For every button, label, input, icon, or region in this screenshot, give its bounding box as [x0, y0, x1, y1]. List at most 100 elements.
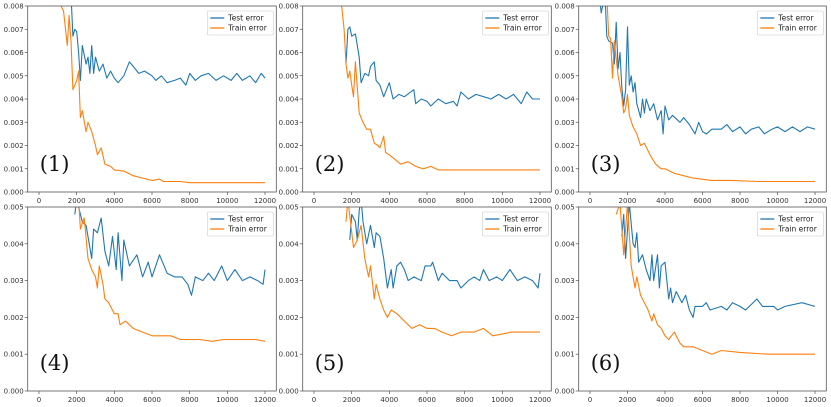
- y-tick-label: 0.004: [4, 96, 25, 104]
- y-tick-label: 0.007: [279, 26, 299, 34]
- x-tick-label: 0: [312, 197, 316, 205]
- train-error-line: [345, 207, 540, 337]
- x-tick-label: 0: [37, 396, 41, 404]
- x-tick-label: 8000: [181, 197, 199, 205]
- train-error-line: [78, 207, 266, 342]
- x-tick-label: 6000: [694, 396, 712, 404]
- y-tick-label: 0.000: [555, 189, 575, 197]
- y-tick-label: 0.007: [4, 26, 24, 34]
- test-error-line: [599, 6, 816, 135]
- y-tick-label: 0.004: [555, 96, 576, 104]
- y-tick-label: 0.006: [555, 49, 576, 57]
- x-tick-label: 8000: [456, 396, 474, 404]
- y-tick-label: 0.002: [4, 314, 24, 322]
- train-error-line: [60, 6, 265, 184]
- x-tick-label: 4000: [380, 197, 398, 205]
- x-tick-label: 6000: [418, 197, 436, 205]
- legend-label: Train error: [227, 225, 267, 234]
- y-tick-label: 0.001: [4, 351, 24, 359]
- x-tick-label: 4000: [105, 396, 123, 404]
- y-tick-label: 0.005: [279, 72, 299, 80]
- x-tick-label: 6000: [143, 197, 161, 205]
- y-tick-label: 0.003: [4, 277, 24, 285]
- y-tick-label: 0.001: [4, 165, 24, 173]
- subplot-4: 0.000 0.001 0.002 0.003 0.004 0.005 0 2000 4000 6…: [4, 204, 277, 404]
- legend-label: Train error: [227, 24, 267, 33]
- y-tick-label: 0.004: [279, 96, 300, 104]
- legend-label: Test error: [777, 14, 814, 23]
- x-tick-label: 6000: [694, 197, 712, 205]
- x-tick-label: 12000: [804, 197, 826, 205]
- legend-box: [756, 10, 824, 36]
- legend-label: Test error: [502, 215, 539, 224]
- y-tick-label: 0.006: [4, 49, 25, 57]
- x-tick-label: 4000: [656, 197, 674, 205]
- x-tick-label: 4000: [105, 197, 123, 205]
- panel-label: (6): [591, 351, 621, 375]
- panel-label: (5): [315, 351, 345, 375]
- x-tick-label: 4000: [380, 396, 398, 404]
- y-tick-label: 0.002: [279, 142, 299, 150]
- legend-label: Test error: [502, 14, 539, 23]
- x-tick-label: 6000: [143, 396, 161, 404]
- subplot-1: 0.000 0.001 0.002 0.003 0.004 0.005 0.006 0.007…: [4, 3, 277, 205]
- y-tick-label: 0.003: [279, 119, 299, 127]
- y-tick-label: 0.005: [279, 204, 299, 212]
- y-tick-label: 0.001: [279, 351, 299, 359]
- y-tick-label: 0.002: [279, 314, 299, 322]
- x-tick-label: 10000: [491, 197, 513, 205]
- test-error-line: [349, 207, 541, 289]
- legend-box: [207, 211, 274, 237]
- x-tick-label: 12000: [254, 197, 276, 205]
- x-tick-label: 0: [588, 197, 592, 205]
- test-error-line: [621, 207, 816, 318]
- legend-label: Test error: [227, 14, 264, 23]
- x-tick-label: 10000: [491, 396, 513, 404]
- subplot-5: 0.000 0.001 0.002 0.003 0.004 0.005 0 2000 4000 6…: [279, 204, 552, 404]
- x-tick-label: 2000: [343, 396, 361, 404]
- legend-label: Train error: [502, 24, 542, 33]
- x-tick-label: 10000: [216, 197, 238, 205]
- y-tick-label: 0.007: [555, 26, 575, 34]
- y-tick-label: 0.000: [4, 388, 24, 396]
- y-tick-label: 0.002: [555, 142, 575, 150]
- panel-label: (4): [40, 351, 70, 375]
- x-tick-label: 10000: [766, 197, 788, 205]
- x-tick-label: 12000: [804, 396, 826, 404]
- y-tick-label: 0.003: [4, 119, 24, 127]
- legend-box: [481, 211, 549, 237]
- train-error-line: [606, 6, 815, 183]
- y-tick-label: 0.002: [555, 314, 575, 322]
- x-tick-label: 6000: [418, 396, 436, 404]
- y-tick-label: 0.003: [555, 119, 575, 127]
- x-tick-label: 12000: [529, 396, 551, 404]
- y-tick-label: 0.001: [555, 351, 575, 359]
- test-error-line: [74, 207, 266, 296]
- subplot-2: 0.000 0.001 0.002 0.003 0.004 0.005 0.006 0.007…: [279, 3, 552, 205]
- panel-label: (3): [591, 152, 621, 176]
- x-tick-label: 10000: [766, 396, 788, 404]
- subplot-6: 0.000 0.001 0.002 0.003 0.004 0.005 0 2000 4000 6…: [555, 204, 827, 404]
- legend-label: Test error: [227, 215, 264, 224]
- panel-label: (2): [315, 152, 345, 176]
- panel-label: (1): [40, 152, 70, 176]
- x-tick-label: 2000: [619, 197, 637, 205]
- y-tick-label: 0.005: [4, 204, 24, 212]
- y-tick-label: 0.008: [555, 3, 575, 11]
- x-tick-label: 12000: [529, 197, 551, 205]
- y-tick-label: 0.000: [279, 189, 299, 197]
- y-tick-label: 0.004: [555, 240, 576, 248]
- x-tick-label: 0: [37, 197, 41, 205]
- y-tick-label: 0.000: [4, 189, 24, 197]
- x-tick-label: 2000: [68, 396, 86, 404]
- y-tick-label: 0.008: [4, 3, 24, 11]
- y-tick-label: 0.005: [555, 72, 575, 80]
- y-tick-label: 0.001: [279, 165, 299, 173]
- test-error-line: [345, 26, 540, 107]
- x-tick-label: 0: [312, 396, 316, 404]
- y-tick-label: 0.000: [555, 388, 575, 396]
- y-tick-label: 0.005: [555, 204, 575, 212]
- x-tick-label: 8000: [731, 197, 749, 205]
- x-tick-label: 2000: [343, 197, 361, 205]
